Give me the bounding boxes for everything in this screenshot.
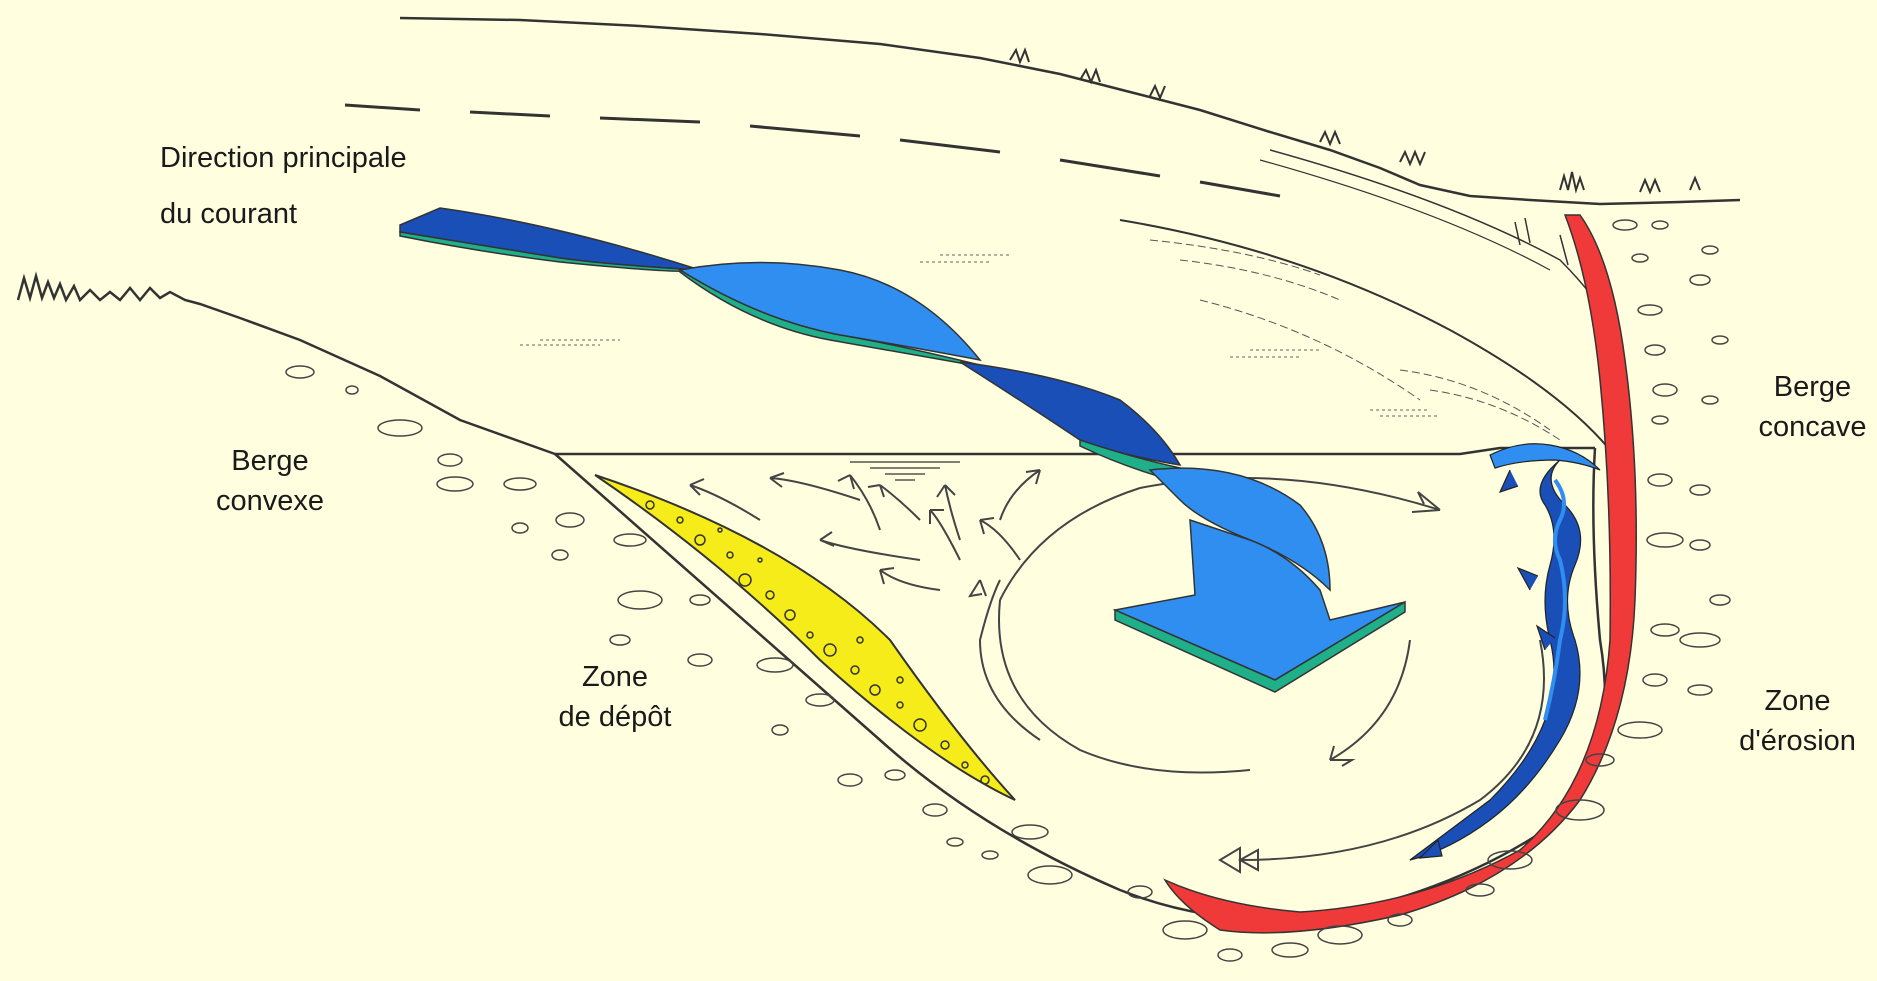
helical-circulation-arrows [967,477,1545,874]
main-current-ribbon [399,207,1406,693]
water-surface-curve-2 [1259,159,1551,271]
near-bank-outline [16,271,556,456]
secondary-flow-arrows [689,469,1041,591]
label-main-current-line2: du courant [160,198,298,230]
water-surface-line [555,446,1595,456]
label-convex-bank-line1: Berge [231,445,309,477]
label-main-current-direction: Direction principale du courant [160,138,407,234]
water-surface-curve-upper [1119,219,1611,451]
label-concave-bank-line2: concave [1758,411,1867,443]
deposit-zone [594,474,1016,801]
label-deposit-zone-line2: de dépôt [558,701,672,733]
label-erosion-zone-line1: Zone [1764,685,1831,717]
riverbed-outline [554,447,1607,921]
bank-pebbles [285,219,1731,962]
label-deposit-zone-line1: Zone [581,661,649,693]
erosion-zone-band [1163,214,1637,934]
far-bank-outline [399,16,1741,206]
label-erosion-zone-line2: d'érosion [1739,725,1856,757]
deposit-grains [645,500,990,785]
water-hatching [520,254,1440,417]
label-concave-bank-line1: Berge [1773,371,1852,403]
label-deposit-zone: Zone de dépôt [545,657,685,737]
label-erosion-zone: Zone d'érosion [1730,681,1865,761]
label-convex-bank: Berge convexe [205,441,335,521]
label-main-current-line1: Direction principale [160,142,407,174]
concave-bank-helical-flow [1409,443,1601,861]
label-convex-bank-line2: convexe [215,485,324,517]
label-concave-bank: Berge concave [1750,367,1875,447]
concave-bank-hatching [1514,217,1569,266]
water-ripple-lines [1149,239,1561,441]
far-bank-grass [1009,47,1701,195]
far-waterline-dashed [344,103,1281,198]
surface-convergence-hatch [850,461,960,481]
